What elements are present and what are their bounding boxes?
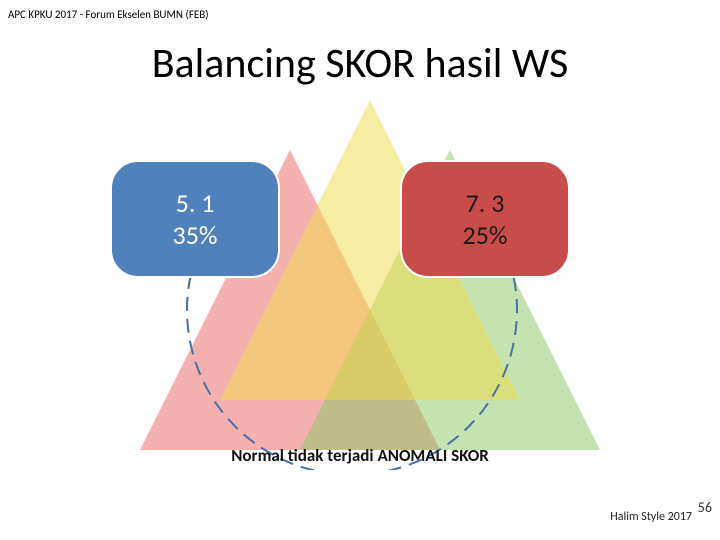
node-left-line2: 35% (173, 219, 218, 252)
node-5-1: 5. 1 35% (110, 160, 280, 278)
anomaly-text: Normal tidak terjadi ANOMALI SKOR (0, 445, 720, 466)
node-right-line2: 25% (463, 219, 508, 252)
page-number: 56 (698, 499, 712, 516)
page-title: Balancing SKOR hasil WS (0, 38, 720, 89)
node-left-line1: 5. 1 (176, 187, 215, 220)
footer-text: Halim Style 2017 (610, 510, 692, 524)
node-right-line1: 7. 3 (466, 187, 505, 220)
header-text: APC KPKU 2017 - Forum Ekselen BUMN (FEB) (8, 8, 209, 21)
node-7-3: 7. 3 25% (400, 160, 570, 278)
diagram-area: 5. 1 35% 7. 3 25% (100, 130, 620, 480)
